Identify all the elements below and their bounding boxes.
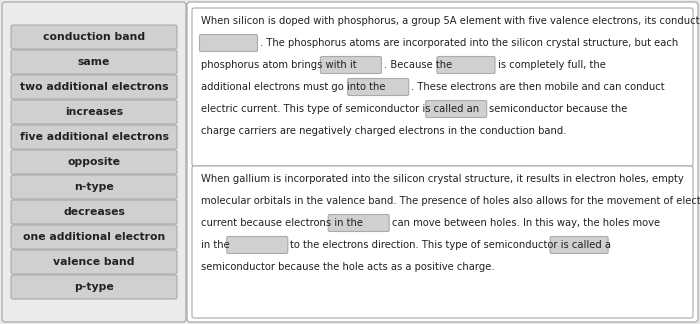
FancyBboxPatch shape (11, 25, 177, 49)
Text: one additional electron: one additional electron (23, 232, 165, 242)
Text: opposite: opposite (67, 157, 120, 167)
FancyBboxPatch shape (11, 125, 177, 149)
Text: molecular orbitals in the valence band. The presence of holes also allows for th: molecular orbitals in the valence band. … (201, 196, 700, 206)
Text: n-type: n-type (74, 182, 114, 192)
Text: semiconductor because the hole acts as a positive charge.: semiconductor because the hole acts as a… (201, 262, 495, 272)
Text: . These electrons are then mobile and can conduct: . These electrons are then mobile and ca… (411, 82, 665, 92)
Text: two additional electrons: two additional electrons (20, 82, 168, 92)
FancyBboxPatch shape (426, 100, 486, 118)
Text: same: same (78, 57, 110, 67)
FancyBboxPatch shape (11, 200, 177, 224)
Text: conduction band: conduction band (43, 32, 145, 42)
Text: in the: in the (201, 240, 233, 250)
Text: additional electrons must go into the: additional electrons must go into the (201, 82, 388, 92)
FancyBboxPatch shape (227, 237, 288, 253)
Text: five additional electrons: five additional electrons (20, 132, 169, 142)
Text: . Because the: . Because the (384, 60, 455, 70)
Text: increases: increases (65, 107, 123, 117)
Text: is completely full, the: is completely full, the (498, 60, 606, 70)
Text: . The phosphorus atoms are incorporated into the silicon crystal structure, but : . The phosphorus atoms are incorporated … (260, 38, 678, 48)
FancyBboxPatch shape (199, 34, 258, 52)
Text: When silicon is doped with phosphorus, a group 5A element with five valence elec: When silicon is doped with phosphorus, a… (201, 16, 700, 26)
Text: decreases: decreases (63, 207, 125, 217)
FancyBboxPatch shape (437, 56, 495, 74)
Text: electric current. This type of semiconductor is called an: electric current. This type of semicondu… (201, 104, 482, 114)
FancyBboxPatch shape (550, 237, 608, 253)
FancyBboxPatch shape (348, 78, 409, 96)
FancyBboxPatch shape (2, 2, 186, 322)
FancyBboxPatch shape (192, 166, 693, 318)
FancyBboxPatch shape (192, 8, 693, 166)
FancyBboxPatch shape (11, 225, 177, 249)
Text: When gallium is incorporated into the silicon crystal structure, it results in e: When gallium is incorporated into the si… (201, 174, 684, 184)
Text: valence band: valence band (53, 257, 134, 267)
FancyBboxPatch shape (321, 56, 382, 74)
Text: to the electrons direction. This type of semiconductor is called a: to the electrons direction. This type of… (290, 240, 615, 250)
Text: semiconductor because the: semiconductor because the (489, 104, 628, 114)
FancyBboxPatch shape (11, 100, 177, 124)
FancyBboxPatch shape (11, 150, 177, 174)
Text: current because electrons in the: current because electrons in the (201, 218, 366, 228)
FancyBboxPatch shape (11, 75, 177, 99)
FancyBboxPatch shape (11, 50, 177, 74)
FancyBboxPatch shape (11, 175, 177, 199)
FancyBboxPatch shape (11, 275, 177, 299)
FancyBboxPatch shape (11, 250, 177, 274)
FancyBboxPatch shape (187, 2, 698, 322)
Text: charge carriers are negatively charged electrons in the conduction band.: charge carriers are negatively charged e… (201, 126, 566, 136)
Text: phosphorus atom brings with it: phosphorus atom brings with it (201, 60, 360, 70)
Text: p-type: p-type (74, 282, 114, 292)
FancyBboxPatch shape (328, 214, 389, 232)
Text: can move between holes. In this way, the holes move: can move between holes. In this way, the… (392, 218, 660, 228)
